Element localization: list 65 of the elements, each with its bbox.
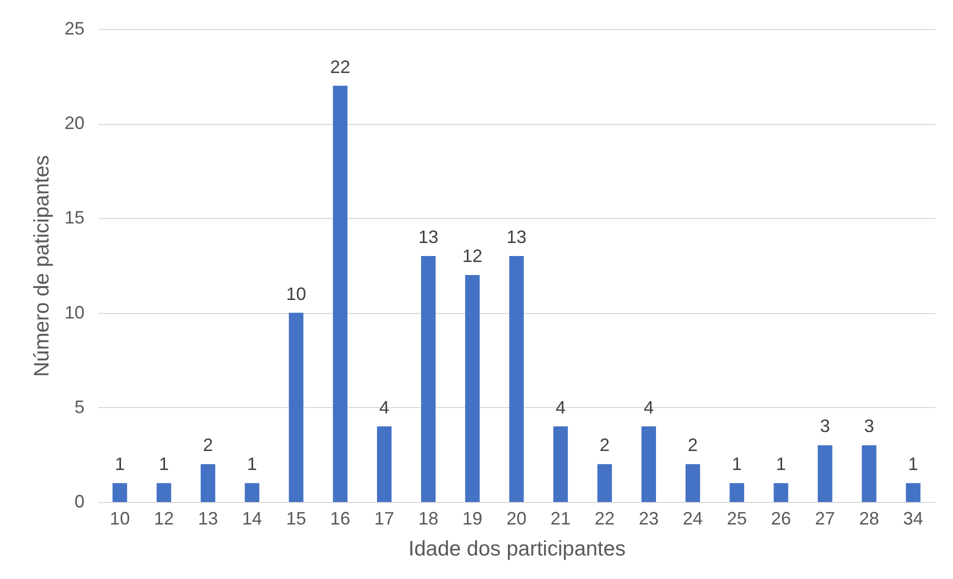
bar: [421, 256, 436, 502]
data-label: 1: [908, 454, 918, 474]
y-tick-label: 10: [64, 302, 84, 322]
data-label: 1: [114, 454, 125, 474]
x-tick-label: 10: [110, 508, 130, 528]
x-tick-label: 25: [726, 508, 747, 528]
bar: [244, 483, 260, 502]
x-tick-label: 19: [462, 508, 482, 528]
bar: [641, 426, 656, 502]
x-tick-label: 26: [770, 508, 791, 528]
y-tick-label: 15: [64, 208, 84, 228]
data-label: 4: [644, 397, 654, 418]
bar: [862, 445, 876, 502]
bar: [200, 464, 216, 502]
y-tick-label: 20: [64, 113, 84, 134]
x-axis-title: Idade dos participantes: [408, 538, 626, 560]
data-label: 2: [600, 435, 610, 456]
bar: [818, 445, 832, 502]
x-tick-label: 12: [154, 508, 174, 528]
x-tick-label: 23: [638, 508, 659, 528]
x-tick-label: 22: [594, 508, 615, 528]
data-label: 3: [864, 416, 874, 436]
data-label: 4: [379, 397, 390, 418]
bar: [553, 426, 568, 502]
x-tick-label: 13: [198, 508, 218, 528]
y-tick-label: 5: [74, 396, 84, 417]
data-label: 1: [158, 454, 169, 474]
data-label: 13: [418, 227, 438, 248]
data-label: 10: [286, 284, 306, 304]
x-tick-label: 27: [815, 508, 836, 528]
x-tick-label: 15: [286, 508, 306, 528]
bar: [332, 86, 348, 502]
x-tick-label: 18: [418, 508, 438, 528]
bar: [730, 483, 744, 502]
y-tick-label: 25: [64, 18, 84, 38]
x-tick-label: 21: [550, 508, 571, 528]
x-tick-label: 20: [506, 508, 527, 528]
bar: [774, 483, 788, 502]
bar: [509, 256, 524, 502]
data-label: 22: [330, 56, 350, 77]
y-tick-label: 0: [74, 492, 84, 512]
data-label: 1: [776, 454, 786, 474]
x-tick-label: 17: [374, 508, 394, 528]
y-axis-title: Número de paticipantes: [30, 155, 54, 377]
bar: [377, 426, 392, 502]
data-label: 4: [556, 397, 566, 418]
bar: [465, 274, 480, 502]
bar: [288, 312, 304, 502]
data-label: 2: [202, 435, 213, 456]
x-tick-label: 16: [330, 508, 350, 528]
bar: [156, 483, 172, 502]
x-tick-label: 28: [859, 508, 880, 528]
data-label: 2: [688, 435, 698, 456]
data-label: 1: [247, 454, 258, 474]
x-tick-label: 14: [242, 508, 262, 528]
bar: [906, 483, 920, 502]
data-label: 1: [732, 454, 742, 474]
bar: [597, 464, 612, 502]
bar: [686, 464, 700, 502]
data-label: 3: [820, 416, 830, 436]
data-label: 12: [462, 246, 482, 266]
x-tick-label: 34: [903, 508, 924, 528]
x-tick-label: 24: [682, 508, 703, 528]
bar: [112, 483, 128, 502]
data-label: 13: [506, 227, 527, 248]
